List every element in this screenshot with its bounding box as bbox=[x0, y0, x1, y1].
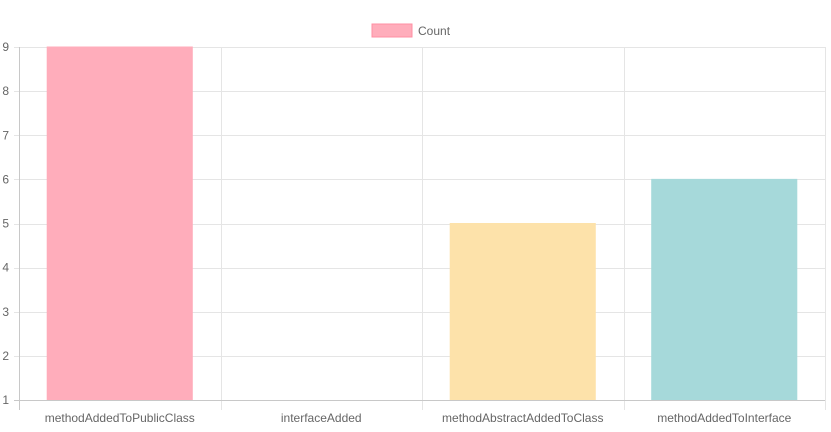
x-tick-label-methodAbstractAddedToClass: methodAbstractAddedToClass bbox=[442, 411, 603, 425]
y-tick-label-9: 9 bbox=[2, 40, 9, 54]
legend[interactable]: Count bbox=[371, 23, 451, 38]
legend-label-count[interactable]: Count bbox=[418, 24, 451, 38]
y-tick-label-3: 3 bbox=[2, 305, 9, 319]
y-tick-label-8: 8 bbox=[2, 84, 9, 98]
y-tick-label-6: 6 bbox=[2, 172, 9, 186]
y-tick-label-2: 2 bbox=[2, 349, 9, 363]
bars bbox=[46, 46, 798, 401]
y-tick-label-4: 4 bbox=[2, 261, 9, 275]
axes bbox=[14, 47, 825, 410]
bar-methodAbstractAddedToClass[interactable] bbox=[449, 223, 596, 401]
x-tick-label-methodAddedToPublicClass: methodAddedToPublicClass bbox=[45, 411, 195, 425]
x-tick-label-methodAddedToInterface: methodAddedToInterface bbox=[657, 411, 791, 425]
bar-methodAddedToPublicClass[interactable] bbox=[46, 46, 193, 401]
x-tick-label-interfaceAdded: interfaceAdded bbox=[281, 411, 362, 425]
y-tick-label-5: 5 bbox=[2, 217, 9, 231]
bar-methodAddedToInterface[interactable] bbox=[651, 178, 798, 401]
y-tick-label-1: 1 bbox=[2, 393, 9, 407]
legend-swatch[interactable] bbox=[371, 23, 413, 38]
y-axis-ticks: 1 2 3 4 5 6 7 8 9 bbox=[2, 40, 9, 407]
x-axis-ticks: methodAddedToPublicClass interfaceAdded me… bbox=[45, 411, 792, 425]
y-tick-label-7: 7 bbox=[2, 128, 9, 142]
